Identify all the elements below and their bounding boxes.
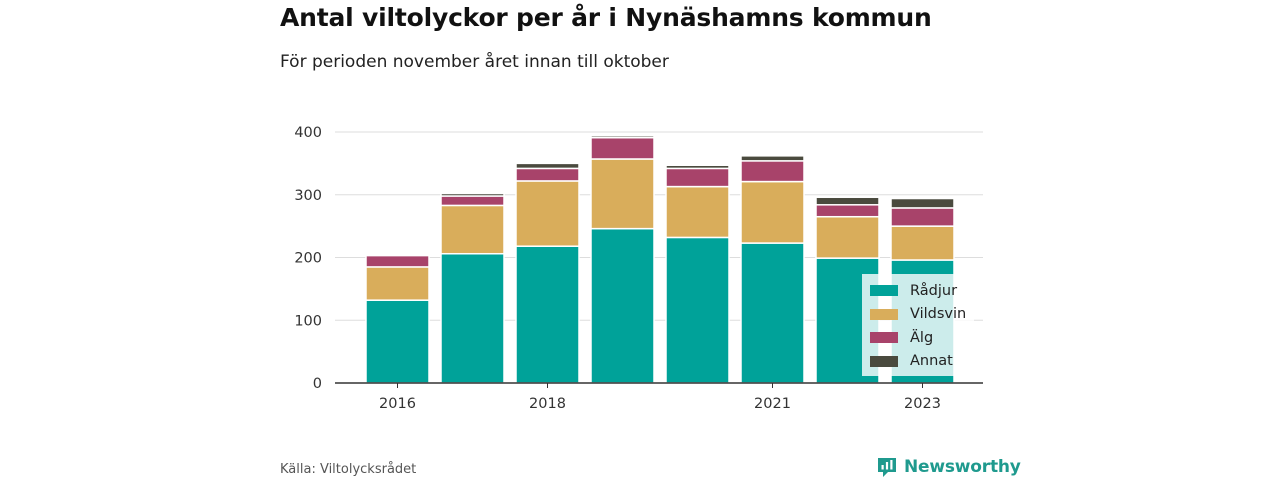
- legend-item-radjur: Rådjur: [870, 279, 966, 303]
- bar-vildsvin-2017: [440, 204, 505, 255]
- bar-alg-2016: [365, 254, 430, 268]
- legend-swatch-radjur: [870, 285, 898, 297]
- source-note: Källa: Viltolycksrådet: [280, 462, 417, 477]
- legend-swatch-annat: [870, 355, 898, 367]
- bar-radjur-2020: [665, 236, 730, 384]
- bar-vildsvin-2020: [665, 185, 730, 239]
- bar-radjur-2021: [740, 242, 805, 384]
- bar-annat-2023: [890, 197, 955, 209]
- bar-alg-2017: [440, 195, 505, 207]
- y-tick-label: 100: [294, 313, 322, 329]
- bar-alg-2019: [590, 136, 655, 160]
- y-tick-label: 300: [294, 188, 322, 204]
- bar-alg-2021: [740, 160, 805, 183]
- x-tick-label-2021: 2021: [754, 396, 791, 412]
- x-tick-label-2018: 2018: [529, 396, 566, 412]
- bar-alg-2023: [890, 207, 955, 227]
- bar-vildsvin-2022: [815, 215, 880, 259]
- chart-subtitle: För perioden november året innan till ok…: [280, 52, 669, 72]
- bar-radjur-2017: [440, 252, 505, 384]
- bar-alg-2018: [515, 167, 580, 182]
- bar-alg-2020: [665, 167, 730, 188]
- bar-annat-2019: [590, 135, 655, 139]
- bar-vildsvin-2019: [590, 158, 655, 230]
- newsworthy-logo-icon: [878, 458, 896, 477]
- bar-annat-2021: [740, 155, 805, 162]
- legend-label-annat: Annat: [910, 353, 953, 370]
- legend-label-vildsvin: Vildsvin: [910, 306, 967, 323]
- y-tick-label: 200: [294, 251, 322, 267]
- x-tick-label-2016: 2016: [379, 396, 416, 412]
- bar-vildsvin-2023: [890, 225, 955, 261]
- legend-label-alg: Älg: [910, 329, 934, 346]
- bar-vildsvin-2016: [365, 266, 430, 301]
- legend-swatch-vildsvin: [870, 308, 898, 320]
- legend-item-alg: Älg: [870, 326, 966, 350]
- bar-vildsvin-2021: [740, 180, 805, 244]
- y-tick-label: 400: [294, 125, 322, 141]
- legend-item-annat: Annat: [870, 350, 966, 374]
- bar-radjur-2018: [515, 245, 580, 384]
- x-tick-label-2023: 2023: [904, 396, 941, 412]
- bar-annat-2020: [665, 164, 730, 170]
- legend-item-vildsvin: Vildsvin: [870, 303, 966, 327]
- chart-title: Antal viltolyckor per år i Nynäshamns ko…: [280, 3, 932, 32]
- newsworthy-logo: Newsworthy: [876, 456, 1021, 478]
- legend-label-radjur: Rådjur: [910, 282, 958, 299]
- bar-radjur-2019: [590, 227, 655, 384]
- bar-vildsvin-2018: [515, 180, 580, 247]
- newsworthy-logo-text: Newsworthy: [904, 457, 1021, 477]
- bar-alg-2022: [815, 204, 880, 218]
- legend-swatch-alg: [870, 332, 898, 344]
- chart-legend: Rådjur Vildsvin Älg Annat: [862, 274, 975, 376]
- y-tick-label: 0: [313, 376, 322, 392]
- bar-annat-2022: [815, 196, 880, 206]
- bar-radjur-2016: [365, 299, 430, 384]
- bar-annat-2017: [440, 192, 505, 197]
- bar-annat-2018: [515, 162, 580, 170]
